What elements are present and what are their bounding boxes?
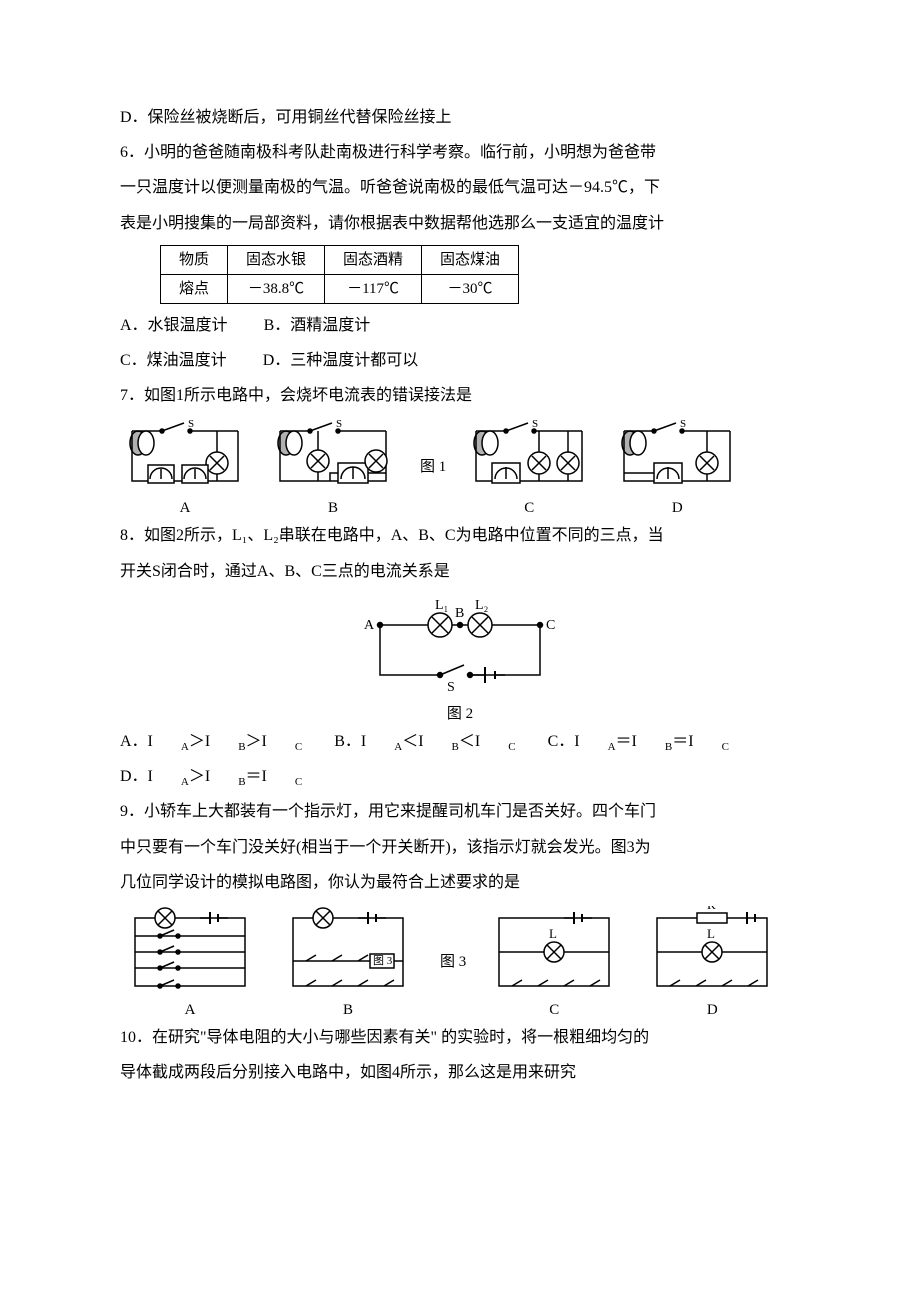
fig3-label: 图 3 (440, 955, 466, 970)
figure-3-row: L A L 图 3 B 图 3 (120, 906, 800, 1018)
fig3c-label-l: L (549, 926, 557, 941)
fig2-label-a: A (364, 618, 375, 633)
q9-line3: 几位同学设计的模拟电路图，你认为最符合上述要求的是 (120, 865, 800, 900)
fig1-circuit-a: S A (120, 419, 250, 516)
q6-option-b: B．酒精温度计 (264, 308, 371, 343)
q6-option-c: C．煤油温度计 (120, 343, 227, 378)
q8-line1: 8．如图2所示，L₁、L₂串联在电路中，A、B、C为电路中位置不同的三点，当 (120, 518, 800, 553)
fig2-label-l1: L₁ (435, 598, 448, 613)
fig3d-label-r: R (707, 906, 716, 912)
q6-option-d: D．三种温度计都可以 (263, 343, 419, 378)
q6-table: 物质 固态水银 固态酒精 固态煤油 熔点 －38.8℃ －117℃ －30℃ (160, 245, 519, 304)
fig1-caption-a: A (120, 501, 250, 516)
fig3a-label-l: L (160, 906, 168, 908)
fig1-caption-b: B (268, 501, 398, 516)
svg-text:S: S (680, 419, 686, 430)
q10-line2: 导体截成两段后分别接入电路中，如图4所示，那么这是用来研究 (120, 1055, 800, 1090)
fig2-circuit: L₁ L₂ A B C S 图 2 (350, 595, 570, 722)
q8-option-d: D．IA＞IB＝IC (120, 759, 302, 794)
q7-text: 7．如图1所示电路中，会烧坏电流表的错误接法是 (120, 378, 800, 413)
table-cell: －38.8℃ (228, 274, 325, 303)
figure-1-row: S A S (120, 419, 800, 516)
table-cell: 固态水银 (228, 245, 325, 274)
fig1-circuit-b: S B (268, 419, 398, 516)
fig3-caption-c: C (484, 1003, 624, 1018)
fig1-caption-c: C (464, 501, 594, 516)
svg-text:S: S (532, 419, 538, 430)
q9-line2: 中只要有一个车门没关好(相当于一个开关断开)，该指示灯就会发光。图3为 (120, 830, 800, 865)
option-d-text: D．保险丝被烧断后，可用铜丝代替保险丝接上 (120, 100, 800, 135)
q8-option-a: A．IA＞IB＞IC (120, 724, 302, 759)
q9-line1: 9．小轿车上大都装有一个指示灯，用它来提醒司机车门是否关好。四个车门 (120, 794, 800, 829)
table-cell: －117℃ (325, 274, 422, 303)
fig3-circuit-b: L 图 3 B (278, 906, 418, 1018)
fig1-circuit-d: S D (612, 419, 742, 516)
figure-2-row: L₁ L₂ A B C S 图 2 (120, 595, 800, 722)
fig3-caption-a: A (120, 1003, 260, 1018)
q6-options-row2: C．煤油温度计 D．三种温度计都可以 (120, 343, 800, 378)
fig2-label-l2: L₂ (475, 598, 489, 613)
q8-option-b: B．IA＜IB＜IC (334, 724, 515, 759)
q10-line1: 10．在研究"导体电阻的大小与哪些因素有关" 的实验时，将一根粗细均匀的 (120, 1020, 800, 1055)
fig3d-label-l: L (707, 926, 715, 941)
fig2-label-c: C (546, 618, 555, 633)
svg-text:S: S (336, 419, 342, 430)
q6-option-a: A．水银温度计 (120, 308, 228, 343)
q6-options-row1: A．水银温度计 B．酒精温度计 (120, 308, 800, 343)
fig3b-label-l: L (318, 906, 326, 908)
fig3-circuit-a: L A (120, 906, 260, 1018)
fig3-caption-b: B (278, 1003, 418, 1018)
fig2-caption: 图 2 (350, 707, 570, 722)
fig3-circuit-d: R L D (642, 906, 782, 1018)
fig3-label-inline: 图 3 (373, 954, 393, 967)
table-cell: 物质 (161, 245, 228, 274)
q6-line2: 一只温度计以便测量南极的气温。听爸爸说南极的最低气温可达－94.5℃，下 (120, 170, 800, 205)
q8-option-c: C．IA＝IB＝IC (548, 724, 729, 759)
fig3-caption-d: D (642, 1003, 782, 1018)
q8-options: A．IA＞IB＞IC B．IA＜IB＜IC C．IA＝IB＝IC D．IA＞IB… (120, 724, 800, 795)
q6-line3: 表是小明搜集的一局部资料，请你根据表中数据帮他选那么一支适宜的温度计 (120, 206, 800, 241)
q6-line1: 6．小明的爸爸随南极科考队赴南极进行科学考察。临行前，小明想为爸爸带 (120, 135, 800, 170)
q8-line2: 开关S闭合时，通过A、B、C三点的电流关系是 (120, 554, 800, 589)
svg-text:S: S (188, 419, 194, 430)
table-cell: 熔点 (161, 274, 228, 303)
fig1-caption-d: D (612, 501, 742, 516)
table-cell: 固态煤油 (422, 245, 519, 274)
table-cell: －30℃ (422, 274, 519, 303)
fig1-circuit-c: S C (464, 419, 594, 516)
fig2-label-s: S (447, 680, 455, 695)
fig1-label: 图 1 (420, 460, 446, 475)
fig2-label-b: B (455, 606, 464, 621)
table-cell: 固态酒精 (325, 245, 422, 274)
fig3-circuit-c: L C (484, 906, 624, 1018)
